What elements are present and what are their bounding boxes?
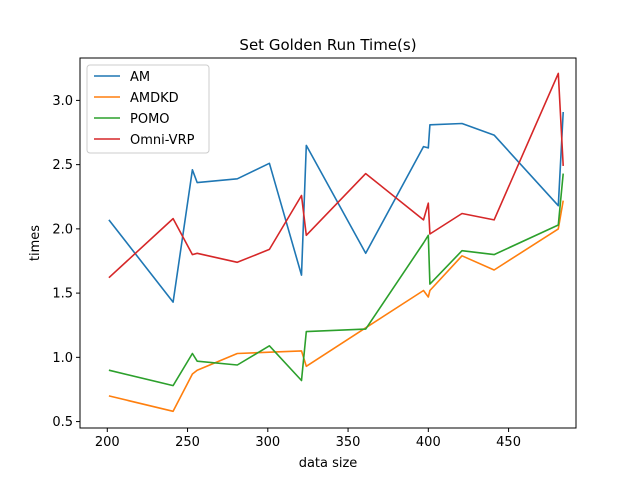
legend-label-amdkd: AMDKD <box>130 91 179 106</box>
x-tick-label: 350 <box>336 435 361 450</box>
chart-title: Set Golden Run Time(s) <box>239 36 416 54</box>
legend: AM AMDKD POMO Omni-VRP <box>86 64 210 154</box>
x-tick-label: 450 <box>496 435 521 450</box>
x-axis-ticks: 200 250 300 350 400 450 <box>95 428 521 450</box>
y-tick-label: 2.5 <box>52 158 73 173</box>
x-tick-label: 400 <box>416 435 441 450</box>
x-tick-label: 250 <box>175 435 200 450</box>
plot-frame <box>79 57 577 429</box>
series-line-omni-vrp <box>108 72 564 279</box>
series-lines <box>108 72 564 413</box>
y-axis-label: times <box>28 225 43 261</box>
legend-box <box>86 64 210 154</box>
x-tick-label: 200 <box>95 435 120 450</box>
y-tick-label: 1.5 <box>52 287 73 302</box>
x-tick-label: 300 <box>255 435 280 450</box>
series-line-amdkd <box>108 200 564 413</box>
y-tick-label: 3.0 <box>52 94 73 109</box>
x-axis-label: data size <box>299 456 358 471</box>
y-tick-label: 0.5 <box>52 415 73 430</box>
legend-label-omni-vrp: Omni-VRP <box>130 133 195 148</box>
y-tick-label: 2.0 <box>52 222 73 237</box>
y-axis-ticks: 0.5 1.0 1.5 2.0 2.5 3.0 <box>52 94 80 430</box>
legend-label-am: AM <box>130 70 150 85</box>
series-line-am <box>108 111 564 303</box>
series-line-pomo <box>108 173 564 387</box>
legend-label-pomo: POMO <box>130 112 170 127</box>
y-tick-label: 1.0 <box>52 351 73 366</box>
